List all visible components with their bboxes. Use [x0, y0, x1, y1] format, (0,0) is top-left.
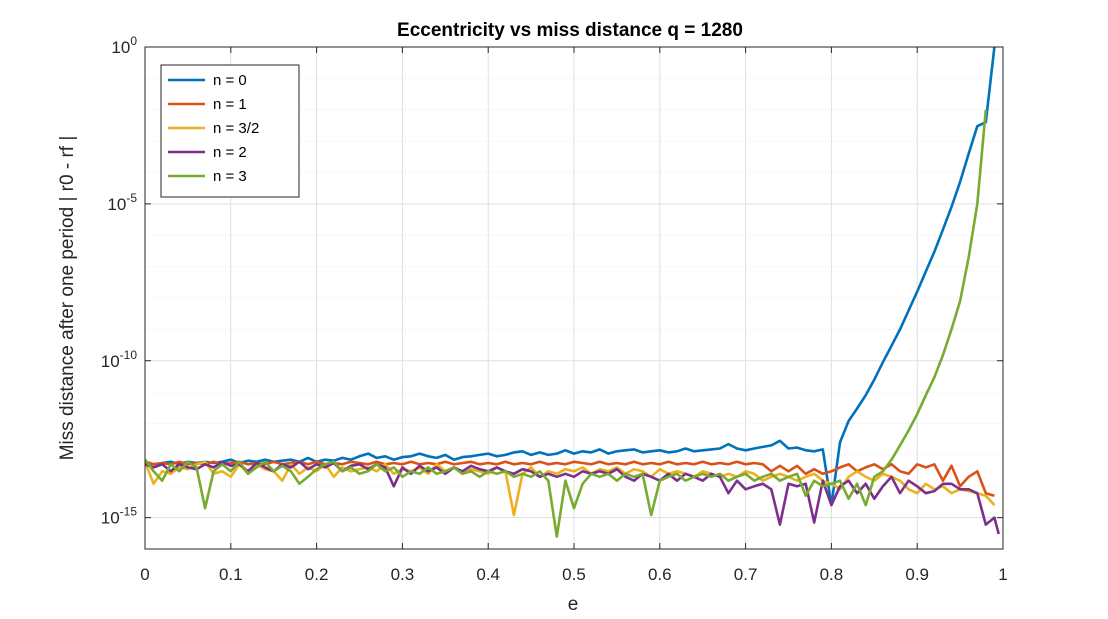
- y-tick-exponent: -10: [120, 348, 138, 362]
- legend: n = 0 n = 1 n = 3/2 n = 2 n = 3: [160, 64, 300, 198]
- y-tick-exponent: 0: [130, 34, 137, 48]
- series-line-0: [145, 47, 996, 507]
- legend-label-3: n = 2: [213, 144, 247, 161]
- legend-label-0: n = 0: [213, 72, 247, 89]
- x-tick-label: 0.4: [476, 565, 500, 584]
- legend-label-1: n = 1: [213, 96, 247, 113]
- y-tick-base: 10: [107, 195, 126, 214]
- x-tick-label: 0.3: [391, 565, 415, 584]
- legend-label-2: n = 3/2: [213, 120, 259, 137]
- x-axis-label: e: [568, 594, 579, 615]
- chart-title: Eccentricity vs miss distance q = 1280: [397, 20, 743, 41]
- x-tick-label: 0.2: [305, 565, 329, 584]
- y-tick-base: 10: [101, 352, 120, 371]
- y-tick-base: 10: [111, 38, 130, 57]
- x-tick-label: 0.1: [219, 565, 243, 584]
- series-line-2: [145, 460, 996, 517]
- x-tick-label: 0.5: [562, 565, 586, 584]
- y-tick-label: 10-15: [101, 505, 138, 528]
- series-line-1: [145, 460, 995, 497]
- x-tick-label: 0.6: [648, 565, 672, 584]
- y-tick-exponent: -15: [120, 505, 138, 519]
- y-tick-label: 100: [111, 34, 137, 57]
- y-tick-base: 10: [101, 509, 120, 528]
- x-tick-label: 1: [998, 565, 1007, 584]
- x-tick-label: 0.8: [820, 565, 844, 584]
- y-tick-exponent: -5: [126, 191, 137, 205]
- x-tick-label: 0: [140, 565, 149, 584]
- x-tick-label: 0.9: [905, 565, 929, 584]
- y-tick-label: 10-10: [101, 348, 138, 371]
- x-tick-label: 0.7: [734, 565, 758, 584]
- series-lines: [145, 47, 1000, 538]
- y-tick-label: 10-5: [107, 191, 137, 214]
- y-axis-label: Miss distance after one period | r0 - rf…: [57, 136, 78, 461]
- ticks: 0 0.1 0.2 0.3 0.4 0.5 0.6 0.7 0.8 0.9 110010-510-1…: [101, 34, 1008, 584]
- series-line-4: [145, 109, 988, 538]
- legend-label-4: n = 3: [213, 168, 247, 185]
